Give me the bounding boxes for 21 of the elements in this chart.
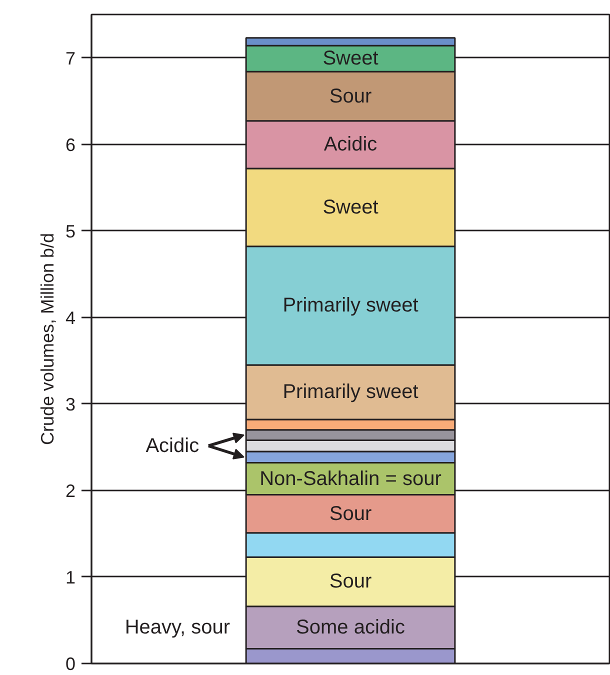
y-tick-label: 6: [65, 134, 76, 155]
y-tick-label: 0: [65, 654, 76, 674]
y-tick-label: 7: [65, 48, 76, 68]
annotation: Acidic: [146, 434, 200, 457]
y-tick-label: 3: [65, 394, 76, 414]
series-label: Sweet: [322, 48, 379, 70]
series-label: Some acidic: [296, 616, 405, 639]
series-label: Primarily sweet: [282, 294, 419, 317]
series-label: Non-Sakhalin = sour: [260, 468, 442, 490]
series-label: Sour: [329, 570, 372, 593]
y-tick-label: 1: [65, 567, 76, 588]
series-label: Sour: [329, 85, 372, 108]
y-tick-label: 5: [65, 221, 76, 242]
annotation: Heavy, sour: [124, 616, 230, 639]
y-tick-label: 4: [65, 308, 76, 328]
series-label: Primarily sweet: [282, 381, 419, 404]
y-tick-label: 2: [65, 480, 76, 501]
series-label: Acidic: [324, 134, 378, 156]
series-label: Sour: [329, 502, 372, 525]
series-label: Sweet: [322, 196, 379, 218]
y-axis-title: Crude volumes, Million b/d: [37, 232, 58, 446]
